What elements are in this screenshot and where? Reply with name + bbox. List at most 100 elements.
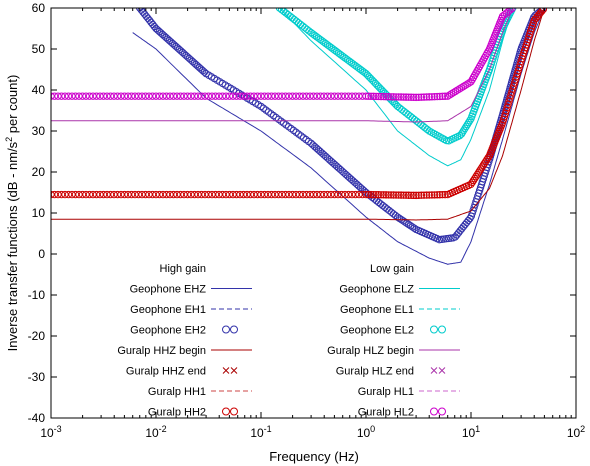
data-point xyxy=(103,92,111,100)
data-point xyxy=(89,190,97,199)
data-point xyxy=(395,214,404,223)
data-point xyxy=(538,8,546,15)
data-point xyxy=(141,190,150,199)
x-tick-label: 102 xyxy=(567,424,585,440)
data-point xyxy=(389,93,398,101)
data-point xyxy=(456,227,464,235)
data-point xyxy=(459,82,467,91)
data-point xyxy=(225,190,234,199)
data-point xyxy=(320,92,328,100)
data-point xyxy=(117,190,125,199)
data-point xyxy=(323,92,332,100)
data-point xyxy=(222,190,230,199)
data-point xyxy=(124,190,132,199)
data-point xyxy=(236,92,244,100)
y-tick-label: 30 xyxy=(32,124,46,138)
data-point xyxy=(246,190,255,199)
data-point xyxy=(64,190,73,199)
legend-swatch xyxy=(438,325,446,334)
data-point xyxy=(399,191,408,199)
data-point xyxy=(99,190,108,199)
data-point xyxy=(92,92,101,100)
data-point xyxy=(278,92,286,100)
data-point xyxy=(281,190,290,199)
data-point xyxy=(341,92,349,100)
data-point xyxy=(180,190,188,199)
data-point xyxy=(148,190,157,199)
data-point xyxy=(299,190,307,199)
data-point xyxy=(253,190,262,199)
data-point xyxy=(222,92,230,100)
data-point xyxy=(478,163,486,171)
data-point xyxy=(404,191,413,199)
data-point xyxy=(180,92,188,100)
data-point xyxy=(459,222,468,231)
series-guralp-hhz-begin xyxy=(51,8,545,221)
data-point xyxy=(397,191,405,199)
data-point xyxy=(294,19,303,27)
data-point xyxy=(334,92,342,100)
data-point xyxy=(444,92,452,100)
data-point xyxy=(455,85,464,93)
data-point xyxy=(334,190,342,199)
data-point xyxy=(57,190,66,199)
data-point xyxy=(134,92,143,100)
data-point xyxy=(417,191,426,199)
data-point xyxy=(351,190,360,199)
data-point xyxy=(462,122,470,131)
data-point xyxy=(330,190,339,199)
legend-label: Guralp HH1 xyxy=(148,386,206,398)
data-point xyxy=(127,190,136,199)
data-point xyxy=(430,92,439,101)
data-point xyxy=(271,92,279,100)
data-point xyxy=(267,190,276,199)
data-point xyxy=(467,180,475,189)
data-point xyxy=(433,191,441,199)
data-point xyxy=(285,92,293,100)
data-point xyxy=(239,190,248,199)
data-point xyxy=(442,136,451,145)
y-tick-label: 0 xyxy=(38,247,45,261)
data-point xyxy=(355,190,363,199)
data-point xyxy=(274,92,283,100)
data-point xyxy=(408,223,417,231)
data-point xyxy=(402,109,410,117)
legend-label: Guralp HHZ end xyxy=(126,366,206,378)
data-point xyxy=(457,84,465,92)
data-point xyxy=(447,90,456,98)
data-point xyxy=(208,190,216,199)
legend-swatch xyxy=(222,325,230,334)
data-point xyxy=(120,92,129,100)
x-tick-label: 100 xyxy=(357,424,375,440)
data-point xyxy=(303,25,311,34)
data-point xyxy=(147,18,155,27)
data-point xyxy=(120,190,129,199)
x-tick-label: 10-2 xyxy=(145,424,166,440)
data-point xyxy=(229,92,237,100)
data-point xyxy=(61,190,69,199)
y-tick-label: 20 xyxy=(32,165,46,179)
data-point xyxy=(420,191,428,199)
data-point xyxy=(232,92,241,100)
data-point xyxy=(479,161,488,169)
legend-swatch xyxy=(438,367,446,374)
data-point xyxy=(271,190,279,199)
data-point xyxy=(257,92,265,100)
data-point xyxy=(419,122,427,130)
data-point xyxy=(183,190,192,199)
data-point xyxy=(483,155,491,164)
data-point xyxy=(155,92,164,100)
data-point xyxy=(364,190,373,199)
data-point xyxy=(425,93,433,101)
data-point xyxy=(372,191,380,199)
data-point xyxy=(344,92,353,100)
y-tick-label: 40 xyxy=(32,83,46,97)
data-point xyxy=(414,119,423,127)
data-point xyxy=(264,190,272,199)
data-point xyxy=(337,190,346,199)
x-axis-label: Frequency (Hz) xyxy=(269,449,359,464)
data-point xyxy=(145,190,153,199)
data-point xyxy=(387,191,395,199)
data-point xyxy=(387,208,395,216)
